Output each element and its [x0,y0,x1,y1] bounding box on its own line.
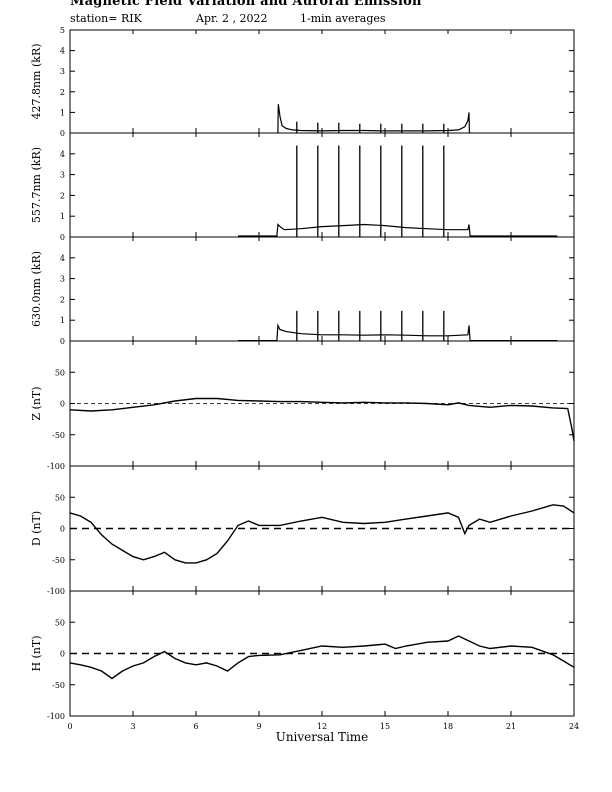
series-line [69,635,575,680]
averaging-label: 1-min averages [300,12,386,25]
y-tick-label: 0 [60,400,65,409]
panel-frame [69,236,575,342]
y-tick-label: -100 [47,712,65,721]
y-axis-label: Z (nT) [30,386,43,420]
y-tick-label: 3 [60,275,65,284]
x-tick-label: 9 [256,722,261,731]
y-tick-label: 5 [60,26,65,35]
y-tick-label: -50 [52,431,65,440]
series-line [238,223,558,237]
y-tick-label: 1 [60,108,65,117]
panel-6: -100 -50 0 50 H (nT) [30,590,575,721]
y-tick-label: 50 [55,368,65,377]
y-tick-label: 3 [60,67,65,76]
y-tick-label: -50 [52,681,65,690]
x-tick-label: 0 [67,722,72,731]
panel-frame [69,29,575,134]
series-line [277,104,470,134]
y-tick-label: 0 [60,233,65,242]
x-tick-label: 24 [569,722,579,731]
date-label: Apr. 2 , 2022 [196,12,268,25]
y-tick-label: 1 [60,316,65,325]
chart-title: Magnetic Field Variation and Auroral Emi… [70,0,422,9]
y-tick-label: 2 [60,191,65,200]
panel-4: -100 -50 0 50 Z (nT) [30,340,575,471]
y-tick-label: 50 [55,493,65,502]
station-label: station= RIK [70,12,142,25]
panel-frame [69,132,575,238]
y-tick-label: 0 [60,337,65,346]
y-tick-label: 1 [60,212,65,221]
y-tick-label: 2 [60,295,65,304]
x-tick-label: 6 [193,722,198,731]
x-axis-label: Universal Time [276,730,369,744]
y-tick-label: 50 [55,618,65,627]
y-axis-label: 557.7nm (kR) [30,147,43,223]
y-tick-label: 4 [60,47,65,56]
x-tick-label: 18 [443,722,453,731]
series-line [238,323,558,342]
y-tick-label: 0 [60,650,65,659]
y-axis-label: 630.0nm (kR) [30,251,43,327]
x-tick-label: 15 [380,722,390,731]
y-tick-label: 3 [60,171,65,180]
x-tick-label: 21 [506,722,516,731]
x-tick-label: 3 [130,722,135,731]
panel-2: 0 1 2 3 4 557.7nm (kR) [30,132,575,242]
panel-1: 0 1 2 3 4 5 427.8nm (kR) [30,26,575,138]
y-tick-label: 2 [60,88,65,97]
x-tick-label: 12 [317,722,327,731]
y-tick-label: -100 [47,462,65,471]
panel-3: 0 1 2 3 4 630.0nm (kR) [30,236,575,346]
y-axis-label: D (nT) [30,511,43,546]
y-axis-label: H (nT) [30,635,43,671]
series-line [69,504,575,564]
panel-5: -100 -50 0 50 D (nT) [30,465,575,596]
y-tick-label: -100 [47,587,65,596]
y-tick-label: 0 [60,129,65,138]
y-tick-label: 4 [60,254,65,263]
y-axis-label: 427.8nm (kR) [30,43,43,119]
y-tick-label: 4 [60,150,65,159]
y-tick-label: 0 [60,525,65,534]
y-tick-label: -50 [52,556,65,565]
series-line [69,397,575,442]
